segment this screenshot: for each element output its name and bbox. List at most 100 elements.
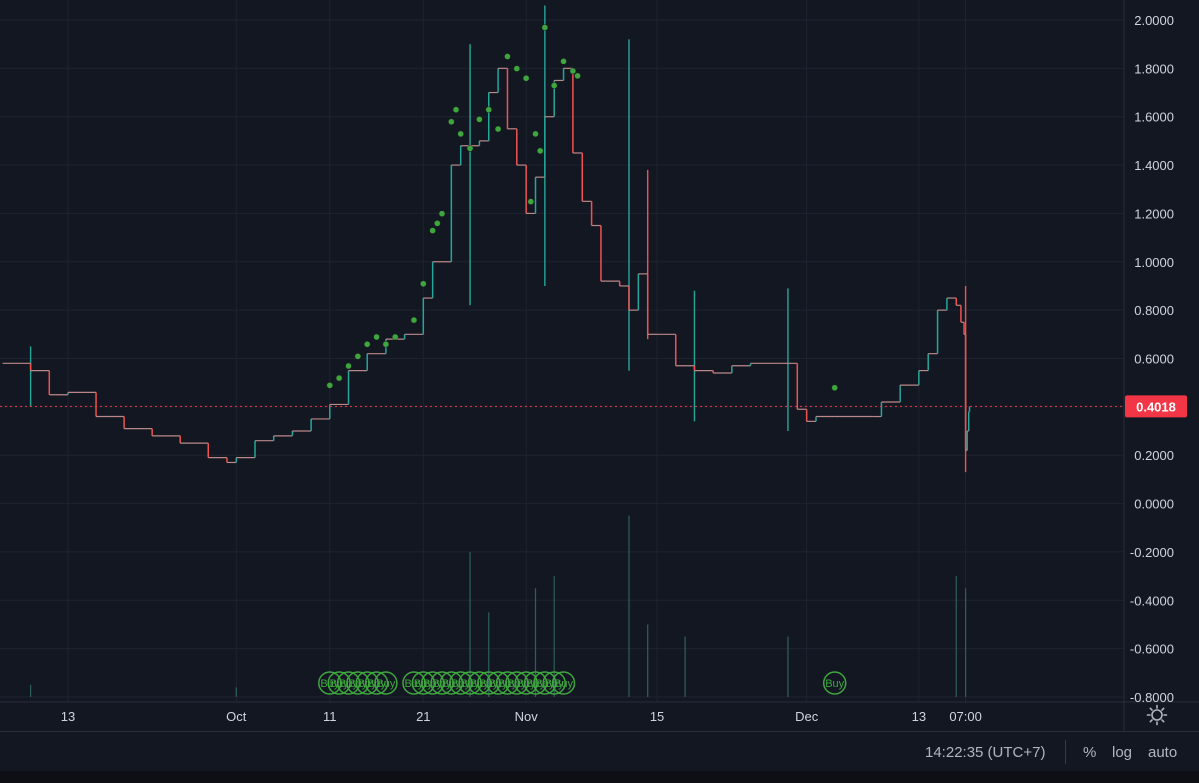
x-tick-label: 15 xyxy=(650,709,664,724)
y-tick-label: 0.6000 xyxy=(1134,352,1174,367)
signal-dot xyxy=(494,125,502,133)
buy-label: Buy xyxy=(358,678,377,690)
x-tick-label: 13 xyxy=(61,709,75,724)
buy-marker xyxy=(318,671,342,695)
buy-label: Buy xyxy=(348,678,367,690)
signal-dot xyxy=(448,118,455,126)
percent-scale-toggle[interactable]: % xyxy=(1083,744,1097,761)
buy-label: Buy xyxy=(825,678,844,690)
buy-marker xyxy=(458,671,482,695)
x-tick-label: 13 xyxy=(912,709,926,724)
buy-marker xyxy=(505,671,529,695)
buy-marker xyxy=(822,671,847,695)
signal-dot xyxy=(326,382,334,389)
signal-dot xyxy=(522,75,530,82)
status-divider xyxy=(1065,740,1066,764)
y-tick-label: -0.2000 xyxy=(1130,545,1174,560)
signal-dot xyxy=(569,67,577,75)
buy-label: Buy xyxy=(489,678,508,690)
signal-dot xyxy=(335,374,343,382)
buy-marker xyxy=(523,671,548,695)
signal-dot xyxy=(485,106,492,113)
x-tick-label: Oct xyxy=(226,709,247,724)
buy-marker xyxy=(448,671,473,695)
buy-label: Buy xyxy=(442,678,461,690)
last-price-badge xyxy=(1125,395,1187,418)
status-bar: 14:22:35 (UTC+7) % log auto xyxy=(0,731,1199,772)
buy-marker xyxy=(467,671,492,695)
gear-icon[interactable] xyxy=(1146,704,1168,726)
buy-marker xyxy=(374,671,398,695)
buy-marker xyxy=(327,671,351,695)
signal-dot xyxy=(574,72,581,80)
buy-label: Buy xyxy=(433,678,452,690)
y-tick-label: 1.2000 xyxy=(1134,206,1174,221)
buy-label: Buy xyxy=(404,678,423,690)
x-tick-label: 21 xyxy=(416,709,430,724)
buy-label: Buy xyxy=(320,678,339,690)
signal-dot xyxy=(429,227,436,234)
buy-label: Buy xyxy=(367,678,386,690)
buy-label: Buy xyxy=(554,678,573,690)
clock-readout: 14:22:35 (UTC+7) xyxy=(925,744,1046,761)
buy-marker xyxy=(551,671,576,695)
signal-dot xyxy=(373,333,380,341)
signal-dot xyxy=(541,24,549,31)
buy-marker xyxy=(533,671,557,695)
buy-label: Buy xyxy=(479,678,498,690)
buy-label: Buy xyxy=(498,678,517,690)
buy-label: Buy xyxy=(545,678,564,690)
buy-marker xyxy=(542,671,566,695)
signal-dot xyxy=(504,53,511,60)
buy-marker xyxy=(514,671,538,695)
signal-dot xyxy=(550,82,558,89)
buy-marker xyxy=(364,671,389,695)
signal-dot xyxy=(457,130,464,138)
signal-dot xyxy=(560,58,567,65)
auto-scale-toggle[interactable]: auto xyxy=(1148,744,1178,761)
signal-dot xyxy=(532,130,539,138)
x-tick-label: Dec xyxy=(795,709,819,724)
x-tick-label: 11 xyxy=(323,709,337,724)
buy-marker xyxy=(346,671,370,695)
buy-label: Buy xyxy=(414,678,433,690)
signal-dot xyxy=(363,340,371,348)
x-tick-label: 07:00 xyxy=(949,709,982,724)
y-tick-label: 0.8000 xyxy=(1134,303,1174,318)
buy-label: Buy xyxy=(507,678,526,690)
y-tick-label: 0.2000 xyxy=(1134,448,1174,463)
buy-label: Buy xyxy=(535,678,554,690)
log-scale-toggle[interactable]: log xyxy=(1112,744,1133,761)
buy-marker xyxy=(495,671,520,695)
y-tick-label: 2.0000 xyxy=(1134,13,1174,28)
buy-label: Buy xyxy=(451,678,470,690)
y-tick-label: 1.0000 xyxy=(1134,255,1174,270)
y-tick-label: 1.6000 xyxy=(1134,110,1174,125)
bottom-strip xyxy=(0,771,1199,783)
signal-dot xyxy=(354,353,362,360)
buy-label: Buy xyxy=(423,678,442,690)
buy-marker xyxy=(336,671,361,695)
buy-marker xyxy=(355,671,379,695)
buy-label: Buy xyxy=(376,678,395,690)
buy-label: Buy xyxy=(330,678,349,690)
signal-dot xyxy=(452,106,460,113)
buy-marker xyxy=(477,671,501,695)
signal-dot xyxy=(466,145,474,152)
buy-marker xyxy=(430,671,454,695)
signal-dot xyxy=(434,220,441,227)
y-tick-label: 1.4000 xyxy=(1134,158,1174,173)
y-tick-label: -0.8000 xyxy=(1130,690,1174,705)
signal-dot xyxy=(392,333,399,341)
signal-dot xyxy=(438,210,446,217)
y-tick-label: -0.4000 xyxy=(1130,593,1174,608)
signal-dot xyxy=(513,65,521,72)
y-tick-label: 0.0000 xyxy=(1134,497,1174,512)
buy-label: Buy xyxy=(339,678,358,690)
signal-dot xyxy=(536,147,544,155)
y-tick-label: -0.6000 xyxy=(1130,642,1174,657)
buy-label: Buy xyxy=(517,678,536,690)
signal-dot xyxy=(410,316,418,324)
